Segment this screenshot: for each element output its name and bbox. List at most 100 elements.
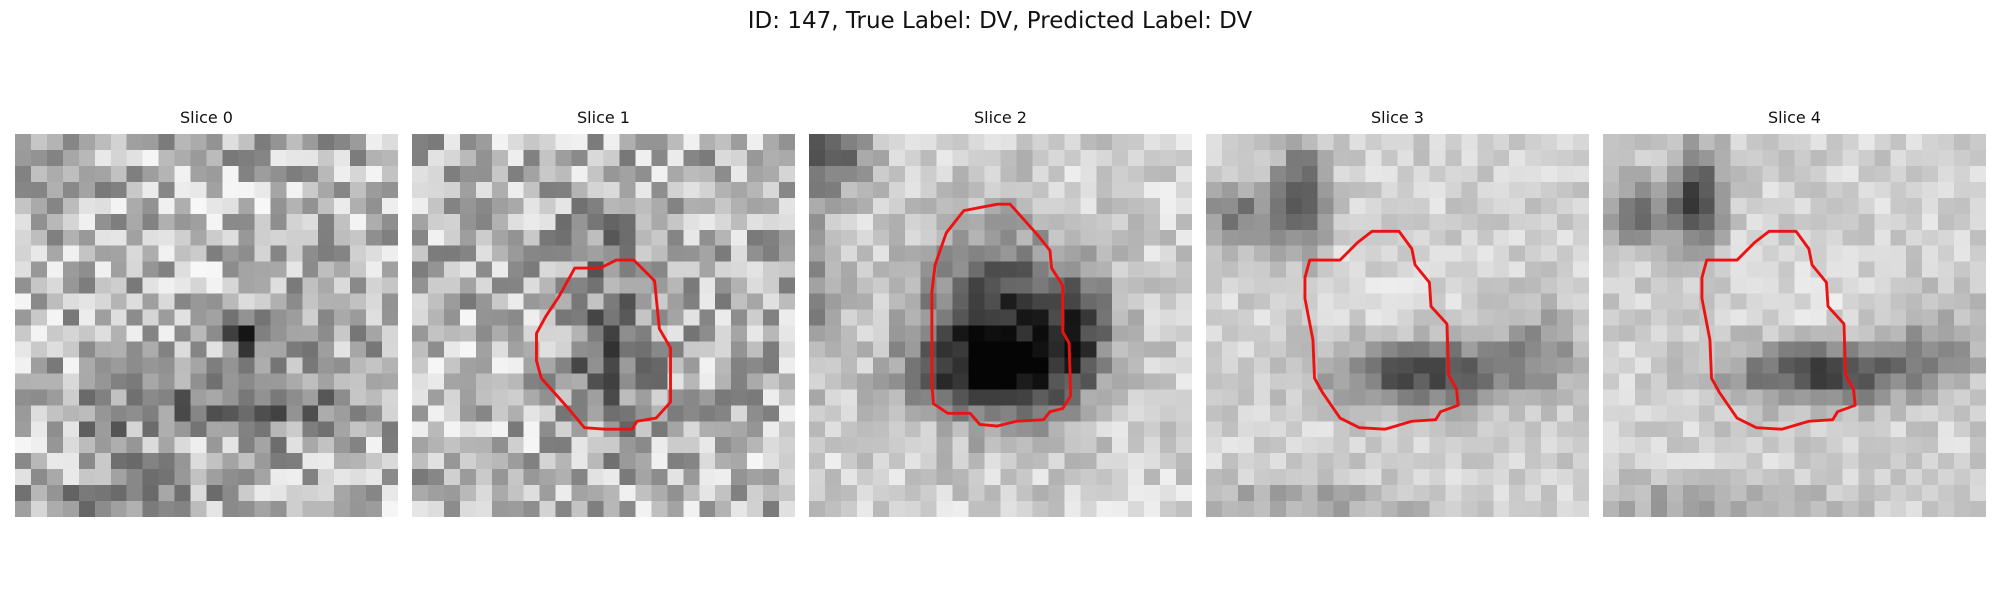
image-pixel	[968, 389, 985, 406]
image-pixel	[459, 293, 477, 310]
image-pixel	[984, 277, 1001, 294]
image-pixel	[715, 325, 732, 342]
image-pixel	[238, 293, 255, 310]
image-pixel	[1650, 277, 1668, 294]
image-pixel	[1365, 405, 1382, 422]
image-pixel	[1000, 325, 1017, 342]
image-pixel	[1573, 261, 1589, 278]
image-pixel	[158, 261, 175, 278]
image-pixel	[62, 405, 80, 422]
image-pixel	[1525, 325, 1542, 342]
image-pixel	[683, 485, 700, 502]
image-pixel	[270, 134, 287, 151]
image-pixel	[190, 373, 207, 390]
image-pixel	[699, 405, 716, 422]
image-pixel	[1746, 134, 1763, 151]
image-pixel	[1160, 293, 1177, 310]
image-pixel	[840, 149, 858, 167]
image-pixel	[443, 437, 461, 454]
image-pixel	[1778, 437, 1795, 454]
image-pixel	[1509, 341, 1526, 358]
image-pixel	[1461, 165, 1478, 183]
image-pixel	[1413, 469, 1430, 486]
image-pixel	[1714, 181, 1731, 199]
image-pixel	[809, 373, 826, 390]
image-pixel	[78, 469, 96, 486]
image-pixel	[683, 469, 700, 486]
image-pixel	[1381, 134, 1398, 151]
image-pixel	[270, 261, 287, 278]
image-pixel	[952, 197, 969, 215]
image-pixel	[1048, 341, 1065, 358]
image-pixel	[1730, 245, 1747, 262]
image-pixel	[1064, 149, 1081, 167]
image-pixel	[15, 181, 32, 199]
image-pixel	[1285, 165, 1303, 183]
image-pixel	[555, 229, 572, 247]
image-pixel	[15, 245, 32, 262]
image-pixel	[475, 181, 493, 199]
image-pixel	[1794, 197, 1811, 215]
image-pixel	[936, 325, 953, 342]
image-pixel	[1778, 181, 1795, 199]
image-pixel	[1317, 325, 1334, 342]
image-pixel	[984, 325, 1001, 342]
image-pixel	[779, 229, 795, 247]
image-pixel	[30, 341, 48, 358]
image-pixel	[475, 165, 493, 183]
image-pixel	[779, 181, 795, 199]
image-pixel	[46, 245, 64, 262]
image-pixel	[126, 229, 143, 247]
image-pixel	[334, 165, 351, 183]
image-pixel	[1682, 229, 1700, 247]
image-pixel	[1317, 357, 1334, 374]
image-pixel	[1048, 389, 1065, 406]
image-pixel	[1253, 501, 1271, 517]
image-pixel	[1160, 341, 1177, 358]
image-pixel	[1445, 165, 1462, 183]
image-pixel	[1221, 453, 1239, 470]
image-pixel	[62, 309, 80, 326]
image-pixel	[254, 277, 271, 294]
image-pixel	[1938, 341, 1955, 358]
image-pixel	[587, 309, 604, 326]
image-pixel	[190, 453, 207, 470]
image-pixel	[1573, 357, 1589, 374]
image-pixel	[158, 437, 175, 454]
image-pixel	[555, 213, 572, 231]
segmentation-contour	[1303, 229, 1460, 431]
image-pixel	[443, 261, 461, 278]
image-pixel	[491, 501, 509, 517]
image-pixel	[382, 261, 398, 278]
image-pixel	[1874, 421, 1891, 438]
image-pixel	[1557, 405, 1574, 422]
image-pixel	[270, 309, 287, 326]
image-pixel	[1221, 245, 1239, 262]
image-pixel	[318, 389, 335, 406]
image-pixel	[270, 405, 287, 422]
image-pixel	[206, 453, 223, 470]
image-pixel	[888, 293, 906, 310]
image-pixel	[126, 341, 143, 358]
image-pixel	[936, 293, 953, 310]
image-pixel	[888, 421, 906, 438]
image-pixel	[110, 469, 128, 486]
image-pixel	[110, 245, 128, 262]
image-pixel	[1477, 325, 1494, 342]
image-pixel	[667, 181, 684, 199]
image-pixel	[763, 309, 780, 326]
image-pixel	[1301, 485, 1319, 502]
image-pixel	[412, 213, 429, 231]
image-pixel	[1603, 245, 1620, 262]
image-pixel	[1541, 245, 1558, 262]
image-pixel	[254, 485, 271, 502]
image-pixel	[1253, 341, 1271, 358]
image-pixel	[126, 165, 143, 183]
image-pixel	[30, 293, 48, 310]
image-pixel	[270, 229, 287, 247]
image-pixel	[286, 213, 303, 231]
image-pixel	[1269, 325, 1287, 342]
slice-panel-2: Slice 2	[809, 108, 1192, 517]
image-pixel	[142, 245, 159, 262]
image-pixel	[443, 421, 461, 438]
